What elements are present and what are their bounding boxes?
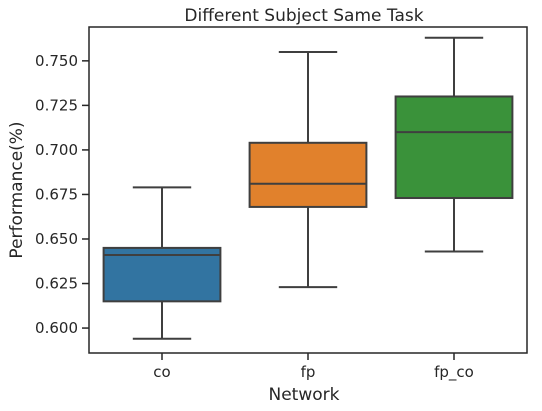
plot-area: 0.600 0.625 0.650 0.675 0.700 0.725 0.750 co fp f…: [35, 26, 528, 382]
y-tick-label: 0.625: [35, 275, 78, 293]
x-tick-label: fp: [301, 363, 316, 381]
box-fp: [248, 141, 368, 208]
x-tick-label: fp_co: [434, 363, 474, 382]
y-tick-label: 0.700: [35, 141, 78, 159]
y-axis-label: Performance(%): [7, 121, 27, 258]
y-tick-label: 0.725: [35, 96, 78, 114]
y-tick-label: 0.600: [35, 319, 78, 337]
x-tick-label: co: [153, 363, 170, 381]
y-tick-label: 0.650: [35, 230, 78, 248]
y-tick-label: 0.750: [35, 52, 78, 70]
x-axis-label: Network: [269, 385, 340, 405]
y-tick-label: 0.675: [35, 185, 78, 203]
box-co: [102, 246, 222, 303]
box-fp-co: [394, 95, 514, 200]
chart-title: Different Subject Same Task: [184, 6, 423, 26]
